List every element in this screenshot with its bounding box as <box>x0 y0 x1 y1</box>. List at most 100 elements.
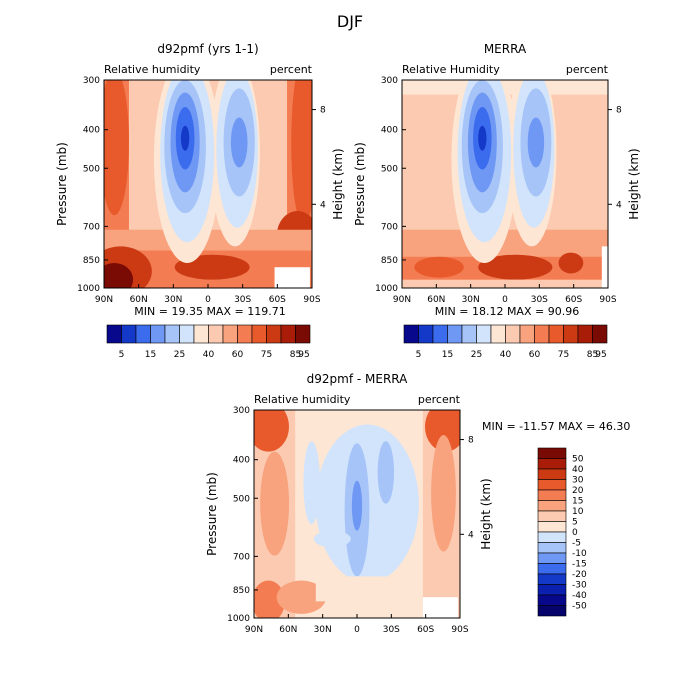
colorbar-swatch <box>208 324 224 344</box>
colorbar-swatch <box>537 500 567 512</box>
colorbar-swatch <box>106 324 122 344</box>
contour-band <box>276 580 327 614</box>
colorbar-swatch <box>490 324 506 344</box>
colorbar-label: 75 <box>261 350 272 360</box>
colorbar-swatch <box>222 324 238 344</box>
panel-subtitle-right: percent <box>270 63 313 76</box>
colorbar-swatch <box>432 324 448 344</box>
colorbar-swatch <box>548 324 564 344</box>
y-tick-label: 400 <box>233 456 250 466</box>
colorbar-swatch <box>537 479 567 491</box>
x-tick-label: 0 <box>205 295 211 305</box>
y-tick-label: 400 <box>83 126 100 136</box>
y-tick-label: 700 <box>233 552 250 562</box>
colorbar-label: 95 <box>595 350 606 360</box>
colorbar-label: 75 <box>558 350 569 360</box>
contour-band <box>291 80 312 226</box>
colorbar-swatch <box>266 324 282 344</box>
y-tick-label: 400 <box>381 126 398 136</box>
colorbar-label: 60 <box>529 350 541 360</box>
y-axis-label: Pressure (mb) <box>353 142 367 226</box>
colorbar-swatch <box>537 531 567 543</box>
x-tick-label: 90N <box>245 625 263 635</box>
y-tick-label: 1000 <box>227 614 250 624</box>
y-right-tick-label: 4 <box>616 200 622 210</box>
contour-band <box>558 252 584 274</box>
colorbar-swatch <box>193 324 209 344</box>
colorbar-swatch <box>150 324 166 344</box>
x-tick-label: 90S <box>599 295 616 305</box>
y-tick-label: 500 <box>233 494 250 504</box>
contour-band <box>478 125 487 151</box>
missing-data <box>601 246 608 288</box>
colorbar-swatch <box>577 324 593 344</box>
contour-band <box>414 256 464 278</box>
y-axis-label: Pressure (mb) <box>205 472 219 556</box>
panel-subtitle-right: percent <box>566 63 609 76</box>
colorbar-swatch <box>534 324 550 344</box>
colorbar-label: 40 <box>500 350 512 360</box>
contour-band <box>478 254 553 280</box>
colorbar-label: 15 <box>442 350 453 360</box>
x-tick-label: 30S <box>383 625 400 635</box>
colorbar-swatch <box>537 605 567 617</box>
colorbar-label: 50 <box>572 455 584 465</box>
colorbar-label: -20 <box>572 570 587 580</box>
x-tick-label: 30N <box>314 625 332 635</box>
colorbar-swatch <box>537 563 567 575</box>
contour-field <box>254 410 460 618</box>
y-tick-label: 300 <box>381 76 398 86</box>
colorbar-swatch <box>447 324 463 344</box>
contour-band <box>377 441 395 504</box>
colorbar-swatch <box>179 324 195 344</box>
colorbar-label: -10 <box>572 549 587 559</box>
min-max-stats: MIN = 19.35 MAX = 119.71 <box>134 305 285 318</box>
x-tick-label: 60N <box>279 625 297 635</box>
colorbar-swatch <box>537 521 567 533</box>
y-tick-label: 850 <box>381 256 398 266</box>
colorbar-swatch <box>537 510 567 522</box>
y-tick-label: 1000 <box>375 284 398 294</box>
x-tick-label: 30S <box>234 295 251 305</box>
contour-band <box>180 125 190 151</box>
colorbar-label: -50 <box>572 602 587 612</box>
y-right-axis-label: Height (km) <box>331 148 345 219</box>
colorbar-label: -30 <box>572 581 587 591</box>
y-right-tick-label: 4 <box>320 200 326 210</box>
colorbar-swatch <box>537 447 567 459</box>
colorbar-swatch <box>537 542 567 554</box>
x-tick-label: 0 <box>502 295 508 305</box>
figure-title: DJF <box>337 12 363 31</box>
colorbar-label: -15 <box>572 560 587 570</box>
colorbar-swatch <box>251 324 267 344</box>
y-tick-label: 850 <box>233 586 250 596</box>
contour-field <box>402 80 608 288</box>
y-tick-label: 300 <box>233 406 250 416</box>
colorbar-swatch <box>537 573 567 585</box>
colorbar-label: 5 <box>572 518 578 528</box>
y-tick-label: 300 <box>83 76 100 86</box>
y-right-axis-label: Height (km) <box>479 478 493 549</box>
colorbar-swatch <box>563 324 579 344</box>
missing-data <box>422 597 458 618</box>
panel-1: d92pmf (yrs 1-1) Relative humidity percent… <box>55 42 345 360</box>
y-tick-label: 700 <box>381 222 398 232</box>
colorbar-swatch <box>121 324 137 344</box>
colorbar-label: 0 <box>572 528 578 538</box>
panel-title: d92pmf (yrs 1-1) <box>157 42 258 56</box>
colorbar-label: 25 <box>174 350 185 360</box>
contour-band <box>254 410 290 452</box>
colorbar-label: 40 <box>572 465 584 475</box>
colorbar-swatch <box>135 324 151 344</box>
x-tick-label: 30N <box>164 295 182 305</box>
contour-band <box>260 451 290 556</box>
x-tick-label: 90S <box>303 295 320 305</box>
contour-band <box>315 576 403 602</box>
missing-data <box>274 267 310 288</box>
colorbar-swatch <box>505 324 521 344</box>
y-axis-label: Pressure (mb) <box>55 142 69 226</box>
contour-band <box>402 279 608 288</box>
min-max-stats: MIN = -11.57 MAX = 46.30 <box>482 420 630 433</box>
